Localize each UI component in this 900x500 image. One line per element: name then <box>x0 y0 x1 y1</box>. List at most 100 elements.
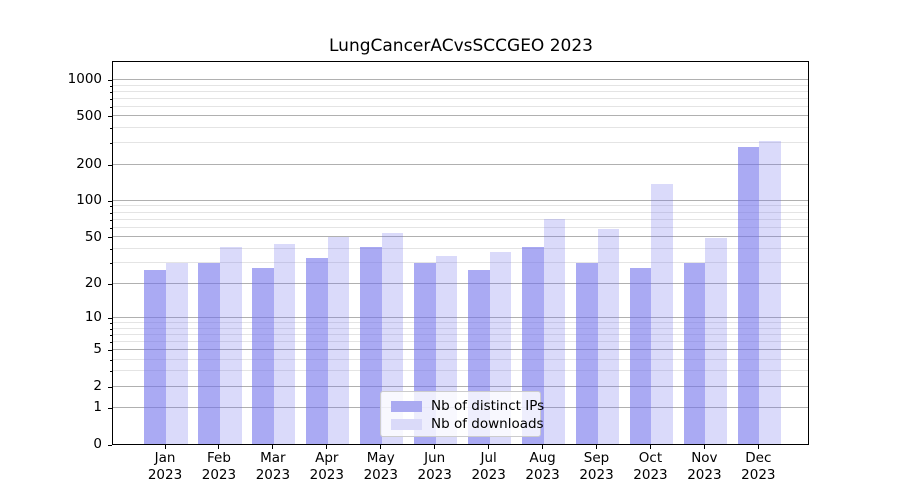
y-tick-mark-500 <box>108 116 112 118</box>
y-minor-tick-mark-3 <box>110 371 112 373</box>
bar-downloads-oct <box>651 184 674 444</box>
x-tick-label-jun: Jun 2023 <box>403 450 467 484</box>
y-minor-tick-mark-7 <box>110 334 112 336</box>
x-tick-mark-jul <box>488 445 490 449</box>
x-tick-year: 2023 <box>525 467 560 483</box>
x-tick-mark-apr <box>326 445 328 449</box>
bar-downloads-jan <box>166 262 188 444</box>
y-minor-tick-mark-6 <box>110 341 112 343</box>
bar-downloads-dec <box>759 140 781 444</box>
x-tick-mark-aug <box>542 445 544 449</box>
y-tick-mark-50 <box>108 237 112 239</box>
bar-ips-oct <box>629 268 652 444</box>
y-minor-tick-mark-90 <box>110 206 112 208</box>
x-tick-year: 2023 <box>471 467 506 483</box>
y-tick-mark-2 <box>108 386 112 388</box>
y-tick-mark-5 <box>108 349 112 351</box>
bar-ips-feb <box>198 262 220 444</box>
x-tick-year: 2023 <box>363 467 398 483</box>
bar-ips-nov <box>683 262 706 444</box>
bar-downloads-nov <box>705 237 727 444</box>
x-tick-label-oct: Oct 2023 <box>618 450 682 484</box>
y-minor-tick-mark-8 <box>110 328 112 330</box>
x-tick-year: 2023 <box>255 467 291 483</box>
bar-ips-sep <box>575 262 598 444</box>
chart-title: LungCancerACvsSCCGEO 2023 <box>329 36 593 56</box>
gridline-minor-300 <box>113 142 808 144</box>
x-tick-label-apr: Apr 2023 <box>295 450 359 484</box>
x-tick-year: 2023 <box>579 467 614 483</box>
x-tick-year: 2023 <box>633 467 668 483</box>
y-tick-mark-100 <box>108 200 112 202</box>
gridline-minor-90 <box>113 205 808 207</box>
y-minor-tick-mark-60 <box>110 227 112 229</box>
y-minor-tick-mark-9 <box>110 323 112 324</box>
legend-swatch-downloads <box>391 418 422 430</box>
y-minor-tick-mark-70 <box>110 219 112 221</box>
y-tick-label-2: 2 <box>93 378 102 395</box>
y-tick-mark-1 <box>108 407 112 409</box>
x-tick-label-aug: Aug 2023 <box>511 450 575 484</box>
y-minor-tick-mark-700 <box>110 98 112 100</box>
x-tick-year: 2023 <box>417 467 452 483</box>
y-tick-label-1000: 1000 <box>67 71 102 88</box>
y-minor-tick-mark-4 <box>110 359 112 361</box>
x-tick-label-jul: Jul 2023 <box>457 450 521 484</box>
bar-downloads-sep <box>597 228 620 444</box>
gridline-major-20 <box>113 282 808 284</box>
x-tick-mark-dec <box>757 445 759 449</box>
legend-label-distinct-ips: Nb of distinct IPs <box>431 398 545 414</box>
x-tick-year: 2023 <box>201 467 237 483</box>
x-tick-year: 2023 <box>309 467 344 483</box>
gridline-major-100 <box>113 199 808 201</box>
y-minor-tick-mark-40 <box>110 248 112 250</box>
bar-downloads-apr <box>327 236 350 444</box>
x-tick-year: 2023 <box>741 467 776 483</box>
y-tick-label-20: 20 <box>84 275 102 292</box>
x-tick-mark-jun <box>434 445 436 449</box>
gridline-minor-7 <box>113 333 808 335</box>
bar-downloads-aug <box>543 219 566 444</box>
gridline-minor-40 <box>113 247 808 249</box>
y-tick-label-100: 100 <box>76 192 102 209</box>
x-tick-label-sep: Sep 2023 <box>565 450 629 484</box>
y-minor-tick-mark-400 <box>110 128 112 130</box>
gridline-major-50 <box>113 236 808 238</box>
gridline-major-500 <box>113 115 808 117</box>
x-tick-label-feb: Feb 2023 <box>187 450 251 484</box>
bar-downloads-feb <box>219 246 242 444</box>
x-tick-year: 2023 <box>147 467 183 483</box>
gridline-minor-70 <box>113 218 808 220</box>
gridline-minor-6 <box>113 340 808 342</box>
legend-label-downloads: Nb of downloads <box>431 416 544 432</box>
bar-ips-dec <box>737 146 760 444</box>
x-tick-mark-oct <box>649 445 651 449</box>
gridline-minor-8 <box>113 327 808 329</box>
y-minor-tick-mark-800 <box>110 91 112 93</box>
gridline-major-5 <box>113 348 808 350</box>
x-tick-label-nov: Nov 2023 <box>672 450 736 484</box>
gridline-minor-80 <box>113 211 808 213</box>
x-tick-mark-jan <box>164 445 166 449</box>
legend-swatch-distinct-ips <box>391 400 422 412</box>
x-tick-label-mar: Mar 2023 <box>241 450 305 484</box>
gridline-major-10 <box>113 316 808 318</box>
y-tick-mark-200 <box>108 164 112 166</box>
x-tick-mark-sep <box>596 445 598 449</box>
bar-ips-mar <box>252 268 274 444</box>
gridline-minor-30 <box>113 262 808 264</box>
bar-ips-apr <box>306 257 328 444</box>
y-tick-label-0: 0 <box>93 436 102 452</box>
y-minor-tick-mark-600 <box>110 106 112 108</box>
y-tick-mark-20 <box>108 283 112 285</box>
legend-row-downloads: Nb of downloads <box>391 415 544 433</box>
y-tick-label-5: 5 <box>93 341 102 358</box>
bar-ips-may <box>360 246 382 444</box>
gridline-minor-9 <box>113 322 808 323</box>
y-tick-mark-10 <box>108 317 112 319</box>
y-minor-tick-mark-80 <box>110 212 112 214</box>
gridline-major-2 <box>113 385 808 387</box>
y-tick-label-500: 500 <box>76 107 102 124</box>
x-tick-mark-nov <box>703 445 705 449</box>
gridline-minor-3 <box>113 370 808 372</box>
